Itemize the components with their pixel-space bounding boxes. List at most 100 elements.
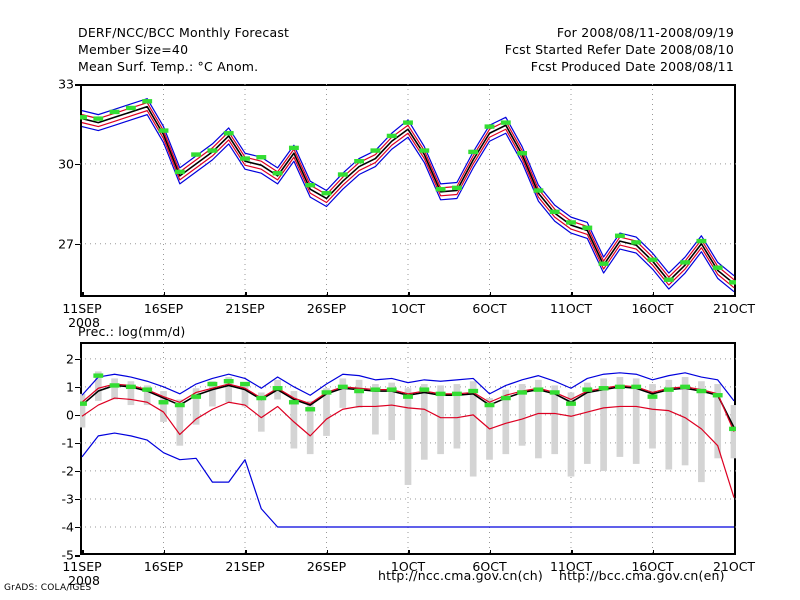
x-axis-tick-label: 11OCT [549,559,593,574]
temperature-chart-panel [80,84,736,297]
y-axis-tick-label: 27 [58,236,74,252]
y-axis-tick-mark [75,358,80,361]
y-axis-tick-label: 33 [58,76,74,92]
x-axis-tick-mark [326,292,328,297]
observed-marker [256,395,267,401]
observed-marker [451,391,462,397]
observed-marker [158,400,169,405]
observed-marker [403,394,413,399]
observed-marker [680,260,691,265]
observed-marker [663,277,674,282]
observed-marker [109,109,120,115]
observed-marker [93,116,104,121]
y-axis-tick-label: 30 [58,156,74,172]
observed-marker [712,265,723,270]
observed-marker [582,225,593,230]
x-axis-tick-mark [82,550,84,555]
observed-marker [191,152,202,157]
observed-marker [109,383,120,388]
ensemble-spread-bar [257,392,265,432]
observed-marker [223,379,234,384]
observed-marker [419,148,430,153]
observed-marker [305,182,316,188]
footer-url-ch[interactable]: http://ncc.cma.gov.cn(ch) [378,568,543,583]
observed-marker [468,388,479,394]
observed-marker [207,148,218,153]
observed-marker [549,209,560,214]
observed-marker [370,387,381,392]
series-line-upper-quartile [81,102,735,281]
observed-marker [158,128,169,133]
observed-marker [337,172,348,177]
ensemble-spread-bar [600,378,607,471]
observed-marker [533,387,544,392]
observed-marker [712,393,723,398]
ensemble-spread-bar [192,388,200,425]
x-axis-tick-label: 26SEP [306,559,347,574]
x-axis-tick-label: 6OCT [472,301,507,316]
ensemble-spread-bar [681,377,689,466]
x-axis-tick-label: 11SEP [62,301,102,316]
observed-marker [663,387,674,392]
observed-marker [93,373,104,378]
ensemble-spread-bar [469,381,477,477]
ensemble-spread-bar [551,385,559,455]
observed-marker [174,402,185,408]
x-axis-tick-label: 1OCT [390,559,426,574]
ensemble-spread-bar [143,385,151,406]
observed-marker [631,240,642,245]
footer-url-en[interactable]: http://bcc.cma.gov.cn(en) [558,568,725,583]
ensemble-spread-bar [502,389,510,455]
y-axis-tick-mark [75,442,80,445]
observed-marker [272,170,283,176]
observed-marker [435,186,446,192]
x-axis-tick-mark [489,550,491,555]
observed-marker [696,388,707,394]
ensemble-spread-bar [535,379,542,459]
observed-marker [484,402,495,408]
observed-marker [207,381,218,387]
x-axis-tick-mark [734,292,736,297]
ensemble-spread-bar [453,384,461,449]
x-axis-tick-mark [652,292,654,297]
observed-marker [729,280,736,285]
x-axis-tick-mark [82,292,84,297]
observed-marker [321,390,332,395]
ensemble-spread-bar [225,377,233,403]
ensemble-spread-bar [730,405,736,459]
observed-marker [321,190,332,196]
observed-marker [435,391,446,397]
series-line-min-extreme [81,114,735,293]
observed-marker [566,220,576,225]
observed-marker [614,384,625,390]
header-forecast-period: For 2008/08/11-2008/09/19 [556,25,734,40]
x-axis-tick-mark [408,292,410,297]
observed-marker [288,400,299,405]
ensemble-spread-bar [209,381,216,407]
observed-marker [582,387,593,392]
ensemble-spread-bar [339,378,347,408]
header-right-block: For 2008/08/11-2008/09/19 Fcst Started R… [505,24,734,75]
y-axis-tick-label: -4 [61,519,74,535]
x-axis-tick-label: 6OCT [472,559,507,574]
ensemble-spread-bar [616,377,624,457]
observed-marker [142,99,153,104]
ensemble-spread-bar [323,388,330,436]
observed-marker [549,390,560,395]
observed-marker [305,407,316,412]
observed-marker [631,384,642,390]
x-axis-tick-label: 16OCT [631,559,674,574]
observed-marker [647,257,658,262]
header-title: DERF/NCC/BCC Monthly Forecast [78,25,290,40]
ensemble-spread-bar [567,392,575,477]
ensemble-spread-bar [127,381,135,406]
observed-marker [451,185,462,191]
header-variable-label: Mean Surf. Temp.: °C Anom. [78,59,259,74]
observed-marker [517,390,528,395]
header-start-date: Fcst Started Refer Date 2008/08/10 [504,42,734,57]
ensemble-spread-bar [94,371,102,401]
ensemble-spread-bar [698,381,705,483]
x-axis-tick-label: 21OCT [712,559,756,574]
observed-marker [80,401,87,406]
